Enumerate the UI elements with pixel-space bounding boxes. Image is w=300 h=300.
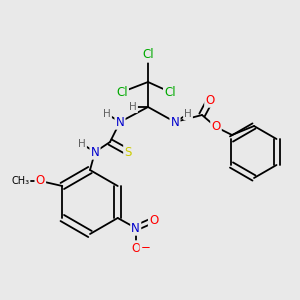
Text: H: H <box>129 102 137 112</box>
Text: O: O <box>212 121 220 134</box>
Text: N: N <box>131 221 140 235</box>
Text: H: H <box>103 109 111 119</box>
Text: H: H <box>184 109 192 119</box>
Text: Cl: Cl <box>116 85 128 98</box>
Text: S: S <box>124 146 132 158</box>
Text: Cl: Cl <box>164 85 176 98</box>
Text: CH₃: CH₃ <box>11 176 29 186</box>
Text: O: O <box>206 94 214 106</box>
Text: Cl: Cl <box>142 49 154 62</box>
Text: N: N <box>91 146 99 158</box>
Text: O: O <box>36 175 45 188</box>
Text: −: − <box>141 242 151 254</box>
Text: H: H <box>78 139 86 149</box>
Text: N: N <box>116 116 124 128</box>
Text: N: N <box>171 116 179 128</box>
Text: O: O <box>131 242 140 254</box>
Text: O: O <box>149 214 158 226</box>
